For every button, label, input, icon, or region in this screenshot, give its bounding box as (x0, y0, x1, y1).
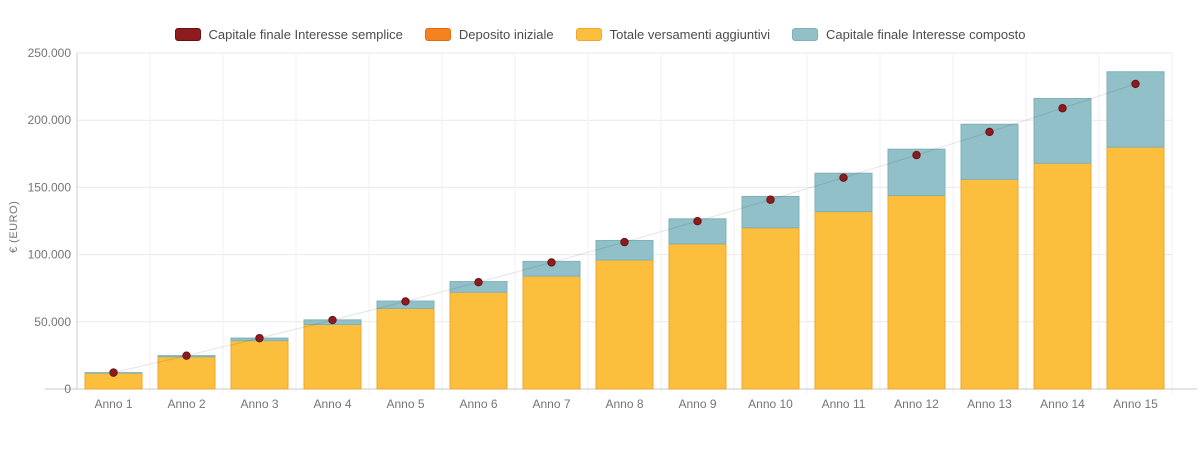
y-tick-label: 100.000 (28, 248, 72, 262)
legend-label: Capitale finale Interesse semplice (208, 27, 403, 42)
bar-segment-versamenti-aggiuntivi[interactable] (230, 340, 289, 390)
point-interesse-semplice[interactable] (255, 333, 264, 343)
bar-segment-versamenti-aggiuntivi[interactable] (303, 323, 362, 390)
legend-label: Deposito iniziale (458, 27, 554, 42)
y-tick-label: 250.000 (28, 46, 72, 60)
legend-swatch-icon[interactable] (792, 28, 819, 41)
x-category-label: Anno 11 (822, 397, 866, 411)
bar-segment-versamenti-aggiuntivi[interactable] (595, 259, 654, 390)
y-axis-title: € (EURO) (8, 201, 20, 253)
legend-item-3[interactable]: Totale versamenti aggiuntivi (575, 27, 771, 42)
bar-segment-versamenti-aggiuntivi[interactable] (157, 356, 216, 390)
bar-segment-versamenti-aggiuntivi[interactable] (960, 178, 1019, 390)
point-interesse-semplice[interactable] (547, 258, 556, 267)
bar-segment-versamenti-aggiuntivi[interactable] (814, 211, 873, 390)
legend-label: Totale versamenti aggiuntivi (609, 27, 771, 42)
x-category-label: Anno 13 (967, 397, 1012, 411)
x-category-label: Anno 2 (167, 397, 205, 411)
legend-swatch-icon[interactable] (174, 28, 201, 41)
legend-label: Capitale finale Interesse composto (826, 27, 1026, 42)
x-category-label: Anno 5 (386, 397, 424, 411)
point-interesse-semplice[interactable] (182, 351, 191, 360)
x-category-label: Anno 7 (532, 397, 570, 411)
bar-segment-versamenti-aggiuntivi[interactable] (449, 291, 508, 390)
point-interesse-semplice[interactable] (109, 368, 118, 377)
x-category-label: Anno 10 (748, 397, 793, 411)
x-category-label: Anno 8 (605, 397, 643, 411)
point-interesse-semplice[interactable] (912, 150, 921, 160)
bar-segment-versamenti-aggiuntivi[interactable] (741, 227, 800, 390)
y-tick-label: 150.000 (28, 180, 72, 194)
y-tick-label: 0 (64, 382, 71, 396)
legend-item-2[interactable]: Deposito iniziale (424, 27, 554, 42)
point-interesse-semplice[interactable] (1058, 104, 1067, 113)
point-interesse-semplice[interactable] (1131, 79, 1140, 89)
x-category-label: Anno 12 (894, 397, 939, 411)
x-category-label: Anno 14 (1040, 397, 1085, 411)
x-category-label: Anno 6 (459, 397, 497, 411)
bar-segment-versamenti-aggiuntivi[interactable] (1033, 162, 1092, 390)
legend-swatch-icon[interactable] (424, 28, 451, 41)
x-category-label: Anno 1 (94, 397, 132, 411)
point-interesse-semplice[interactable] (839, 173, 848, 182)
point-interesse-semplice[interactable] (474, 278, 483, 287)
bar-segment-versamenti-aggiuntivi[interactable] (668, 243, 727, 390)
point-interesse-semplice[interactable] (985, 127, 994, 137)
point-interesse-semplice[interactable] (693, 216, 702, 226)
y-tick-label: 200.000 (28, 113, 72, 127)
bar-segment-interesse-composto[interactable] (887, 148, 946, 196)
legend-item-1[interactable]: Capitale finale Interesse semplice (174, 27, 403, 42)
chart-legend: Capitale finale Interesse semplice Deposi… (0, 27, 1200, 42)
point-interesse-semplice[interactable] (766, 195, 775, 204)
point-interesse-semplice[interactable] (328, 315, 337, 325)
point-interesse-semplice[interactable] (401, 297, 410, 306)
bar-segment-versamenti-aggiuntivi[interactable] (1106, 146, 1165, 390)
point-interesse-semplice[interactable] (620, 237, 629, 247)
bar-segment-versamenti-aggiuntivi[interactable] (887, 194, 946, 390)
x-category-label: Anno 9 (678, 397, 716, 411)
legend-swatch-icon[interactable] (575, 28, 602, 41)
bar-segment-versamenti-aggiuntivi[interactable] (522, 275, 581, 390)
x-category-label: Anno 3 (240, 397, 278, 411)
bar-segment-versamenti-aggiuntivi[interactable] (376, 307, 435, 390)
legend-item-4[interactable]: Capitale finale Interesse composto (792, 27, 1025, 42)
x-category-label: Anno 4 (313, 397, 351, 411)
x-category-label: Anno 15 (1113, 397, 1158, 411)
y-tick-label: 50.000 (34, 315, 71, 329)
